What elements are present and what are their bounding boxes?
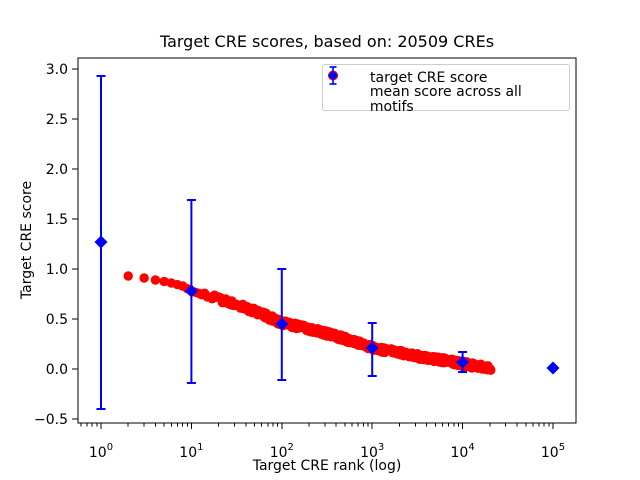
x-tick-label: 103 (360, 442, 384, 461)
scatter-point (139, 273, 149, 283)
y-tick-label: 3.0 (46, 62, 68, 78)
y-tick-label: 2.5 (46, 112, 68, 128)
scatter-point (150, 275, 161, 285)
chart-title: Target CRE scores, based on: 20509 CREs (159, 32, 495, 51)
legend: target CRE score mean score across all m… (322, 64, 570, 114)
y-tick-label: 0.5 (46, 312, 68, 328)
legend-entry-label: target CRE score (370, 70, 488, 86)
x-tick-label: 101 (179, 442, 203, 461)
mean-diamond (275, 317, 289, 331)
x-axis-ticks (80, 423, 554, 429)
legend-entry-label: mean score across all motifs (369, 83, 522, 115)
x-tick-label: 100 (89, 442, 113, 461)
x-tick-label: 105 (541, 442, 565, 461)
y-axis-ticks (72, 68, 78, 420)
legend-blue-diamond-errorbar-icon (328, 66, 357, 110)
y-tick-label: 1.5 (46, 212, 68, 228)
legend-entry-mean-score: mean score across all motifs (328, 66, 569, 114)
mean-diamond (94, 235, 108, 249)
mean-diamond (365, 341, 379, 355)
y-tick-label: −0.5 (34, 412, 68, 428)
x-tick-label: 104 (450, 442, 474, 461)
mean-diamond (456, 355, 470, 369)
mean-diamond (546, 361, 560, 375)
y-axis-label: Target CRE score (19, 180, 35, 300)
scatter-point (486, 365, 496, 375)
y-tick-label: 2.0 (46, 162, 68, 178)
y-tick-label: 0.0 (46, 362, 68, 378)
x-tick-label: 102 (270, 442, 294, 461)
mean-diamond (184, 284, 198, 298)
y-tick-label: 1.0 (46, 262, 68, 278)
scatter-point (123, 271, 133, 281)
red-scatter-series (123, 271, 496, 375)
mean-series (94, 75, 560, 410)
plot-border (77, 57, 577, 424)
x-axis-label: Target CRE rank (log) (252, 458, 402, 474)
scatter-point (159, 276, 169, 287)
